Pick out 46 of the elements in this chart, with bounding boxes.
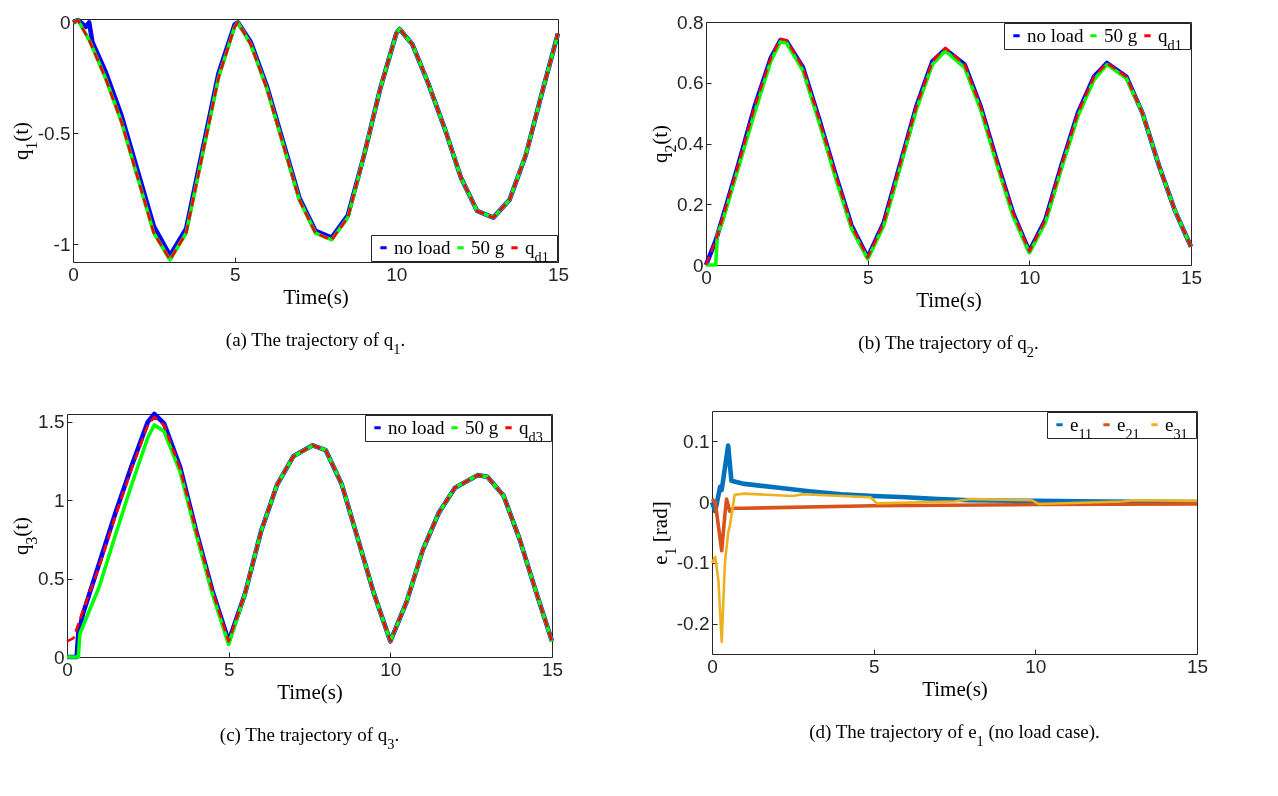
y-tick-label: 0.6 xyxy=(677,72,704,94)
x-tick-label: 5 xyxy=(229,263,241,285)
y-tick-label: -0.5 xyxy=(37,122,71,144)
y-tick-label: 1 xyxy=(53,489,65,511)
y-tick-label: 0.4 xyxy=(677,133,704,154)
legend-label: 50 g xyxy=(471,236,505,258)
x-tick-label: 15 xyxy=(547,263,570,285)
legend-label: e$_{11}$ xyxy=(1070,413,1093,442)
y-tick-label: -1 xyxy=(53,233,71,255)
x-tick-label: 15 xyxy=(1186,655,1209,677)
x-tick-label: 5 xyxy=(223,658,235,680)
x-tick-label: 10 xyxy=(380,658,402,680)
x-axis-title: Time(s) xyxy=(922,676,988,701)
legend-label: 50 g xyxy=(1104,24,1138,46)
x-tick-label: 10 xyxy=(386,263,408,285)
y-tick-label: 0 xyxy=(698,491,710,513)
y-tick-label: 0.1 xyxy=(683,430,710,452)
legend-label: q$_{d1}$ xyxy=(1158,24,1182,53)
text: (d) The trajectory of e$_{1}$ (no load case). xyxy=(809,721,1100,749)
y-tick-label: 0.5 xyxy=(38,568,65,590)
x-tick-label: 10 xyxy=(1019,266,1041,288)
x-tick-label: 5 xyxy=(868,655,880,677)
y-tick-label: -0.1 xyxy=(676,552,710,574)
y-tick-label: 0 xyxy=(59,11,71,33)
legend-label: q$_{d1}$ xyxy=(525,236,549,265)
legend-label: q$_{d3}$ xyxy=(519,416,543,445)
legend-label: no load xyxy=(1027,24,1084,46)
x-tick-label: 10 xyxy=(1025,655,1047,677)
x-tick-label: 15 xyxy=(1180,266,1203,288)
y-tick-label: 1.5 xyxy=(38,411,65,433)
text: (c) The trajectory of q$_{3}$. xyxy=(219,724,400,752)
legend-label: e$_{21}$ xyxy=(1117,413,1140,442)
legend-label: 50 g xyxy=(465,416,499,438)
x-axis-title: Time(s) xyxy=(283,284,349,309)
x-tick-label: 5 xyxy=(862,266,874,288)
y-tick-label: 0.8 xyxy=(677,11,704,33)
x-axis-title: Time(s) xyxy=(916,287,982,312)
legend-label: no load xyxy=(388,416,445,438)
text: (a) The trajectory of q$_{1}$. xyxy=(225,329,406,357)
y-tick-label: 0.2 xyxy=(677,193,704,215)
legend-label: e$_{31}$ xyxy=(1165,413,1188,442)
legend-label: no load xyxy=(394,236,451,258)
text: (b) The trajectory of q$_{2}$. xyxy=(858,332,1039,360)
x-axis-title: Time(s) xyxy=(277,679,343,704)
y-tick-label: -0.2 xyxy=(676,613,710,635)
x-tick-label: 15 xyxy=(541,658,564,680)
